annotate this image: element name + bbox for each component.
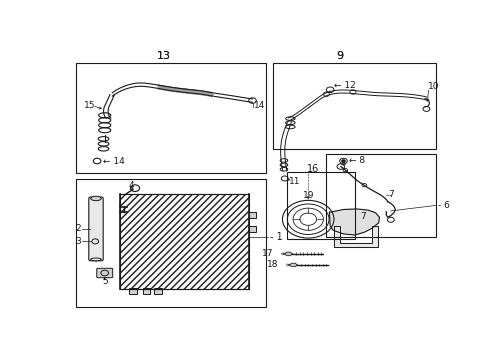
Ellipse shape: [90, 196, 101, 201]
Polygon shape: [289, 263, 297, 267]
Bar: [286, 172, 354, 239]
Text: 2: 2: [76, 224, 81, 233]
Bar: [129, 288, 137, 294]
Text: ← 8: ← 8: [348, 156, 365, 165]
Text: 4: 4: [128, 181, 134, 190]
FancyBboxPatch shape: [97, 268, 112, 278]
Text: ← 12: ← 12: [333, 81, 355, 90]
Text: 5: 5: [102, 277, 107, 286]
Bar: [273, 63, 435, 149]
Ellipse shape: [90, 258, 101, 261]
Text: 7: 7: [387, 190, 393, 199]
Text: 10: 10: [427, 82, 439, 91]
Bar: [120, 194, 248, 288]
Bar: [326, 154, 435, 237]
Text: - 1: - 1: [269, 232, 282, 242]
Text: 9: 9: [335, 51, 343, 61]
Text: 19: 19: [302, 190, 313, 199]
Text: - 6: - 6: [437, 201, 449, 210]
Bar: [76, 179, 265, 307]
Circle shape: [341, 159, 345, 162]
Text: 14: 14: [253, 101, 264, 110]
Text: 13: 13: [156, 51, 170, 61]
Text: 3: 3: [75, 237, 81, 246]
Bar: [248, 212, 255, 219]
Text: 11: 11: [288, 177, 300, 186]
Text: 7: 7: [359, 212, 365, 221]
Text: ← 14: ← 14: [102, 157, 124, 166]
Bar: [142, 288, 150, 294]
Bar: [76, 63, 265, 174]
FancyBboxPatch shape: [89, 197, 103, 261]
Text: 18: 18: [266, 261, 278, 269]
Polygon shape: [329, 209, 379, 235]
Text: 17: 17: [261, 249, 273, 258]
Bar: [154, 288, 161, 294]
Polygon shape: [333, 226, 377, 247]
Bar: [248, 226, 255, 232]
Text: 9: 9: [335, 51, 343, 61]
Text: 13: 13: [156, 51, 170, 61]
Text: 16: 16: [306, 164, 319, 174]
Polygon shape: [284, 252, 292, 256]
Text: 15: 15: [84, 101, 95, 110]
